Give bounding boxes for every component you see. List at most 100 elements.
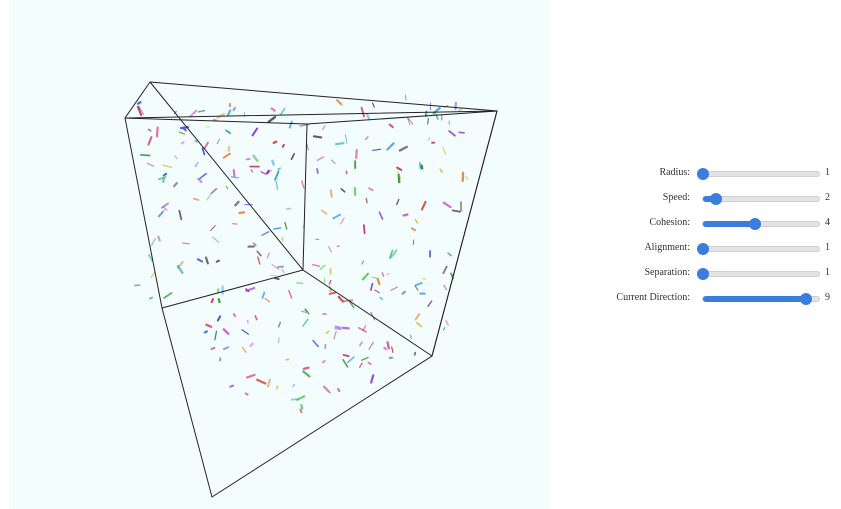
boid — [368, 341, 374, 350]
boid — [238, 211, 246, 215]
boid — [250, 169, 254, 173]
boid — [300, 403, 304, 410]
speed-slider[interactable] — [702, 193, 820, 205]
boid — [147, 128, 152, 132]
boid — [388, 123, 394, 129]
boid — [359, 341, 363, 347]
boid — [277, 265, 285, 269]
current-direction-slider[interactable] — [702, 293, 820, 305]
boid — [252, 242, 257, 247]
boid — [178, 209, 183, 221]
boid — [364, 136, 369, 141]
boid — [337, 388, 341, 393]
boid — [288, 289, 293, 299]
boid — [147, 253, 153, 262]
boid — [260, 171, 267, 175]
boid — [371, 102, 375, 108]
boid — [397, 170, 402, 179]
boid — [274, 277, 280, 280]
current-direction-label: Current Direction: — [616, 292, 690, 303]
alignment-slider-thumb[interactable] — [697, 243, 709, 255]
alignment-slider[interactable] — [697, 243, 820, 255]
boid — [316, 168, 319, 174]
boid — [199, 172, 207, 180]
boid — [290, 397, 300, 401]
boid — [412, 239, 415, 245]
boid — [405, 94, 407, 101]
boid — [302, 370, 311, 378]
boid — [277, 321, 282, 328]
boid — [419, 161, 422, 170]
radius-slider[interactable] — [697, 168, 820, 180]
boid — [340, 217, 345, 225]
boid — [362, 325, 367, 332]
cube-edge — [302, 123, 308, 271]
boid — [245, 373, 256, 379]
boid — [138, 106, 145, 116]
cube-edge — [161, 269, 304, 309]
boid — [136, 105, 143, 116]
boid — [336, 99, 343, 106]
boid — [232, 313, 237, 318]
boids-scene[interactable] — [9, 0, 550, 509]
boid — [374, 289, 380, 294]
boid — [325, 330, 330, 335]
boid — [386, 341, 390, 350]
boid — [275, 385, 279, 390]
separation-slider[interactable] — [697, 268, 820, 280]
boid — [251, 127, 259, 137]
boid — [386, 142, 395, 151]
boid — [332, 213, 342, 220]
radius-label: Radius: — [659, 167, 690, 178]
separation-value: 1 — [825, 267, 830, 278]
boid — [222, 152, 231, 159]
boid — [194, 161, 199, 168]
boid — [232, 169, 236, 177]
boid — [203, 141, 209, 150]
boid — [381, 272, 385, 277]
boid — [181, 242, 190, 245]
boid — [410, 227, 416, 232]
bounding-cube — [124, 81, 498, 498]
boid — [334, 325, 342, 330]
boid — [376, 278, 381, 286]
slider-row-alignment: Alignment: 1 — [590, 239, 835, 264]
speed-label: Speed: — [662, 192, 690, 203]
boid — [222, 346, 230, 351]
boid — [457, 108, 463, 112]
boid — [370, 282, 374, 291]
radius-slider-thumb[interactable] — [697, 168, 709, 180]
boid — [252, 154, 259, 163]
boid — [360, 356, 369, 361]
boid — [256, 250, 262, 257]
speed-slider-thumb[interactable] — [709, 193, 722, 205]
boid — [428, 137, 431, 141]
boid — [267, 115, 277, 123]
slider-row-cohesion: Cohesion: 4 — [590, 214, 835, 239]
boid — [174, 155, 178, 160]
cohesion-slider-thumb[interactable] — [748, 218, 761, 230]
boid — [414, 312, 421, 321]
alignment-label: Alignment: — [644, 242, 690, 253]
boid — [391, 346, 394, 353]
boid — [210, 187, 218, 195]
boid — [266, 170, 270, 175]
boid — [225, 185, 229, 189]
boid — [264, 297, 271, 303]
cohesion-label: Cohesion: — [649, 217, 690, 228]
boid — [302, 366, 310, 370]
boid — [271, 264, 280, 270]
boid — [342, 354, 350, 358]
current-direction-slider-thumb[interactable] — [800, 293, 813, 305]
boid — [285, 207, 292, 210]
boid — [201, 147, 206, 156]
boid — [216, 138, 221, 145]
boid — [160, 202, 169, 209]
simulation-viewport[interactable] — [9, 0, 550, 509]
cohesion-slider[interactable] — [702, 218, 820, 230]
boid — [365, 198, 368, 204]
boid — [344, 134, 348, 144]
separation-slider-thumb[interactable] — [697, 268, 709, 280]
boid — [277, 167, 281, 171]
boid — [370, 374, 375, 384]
